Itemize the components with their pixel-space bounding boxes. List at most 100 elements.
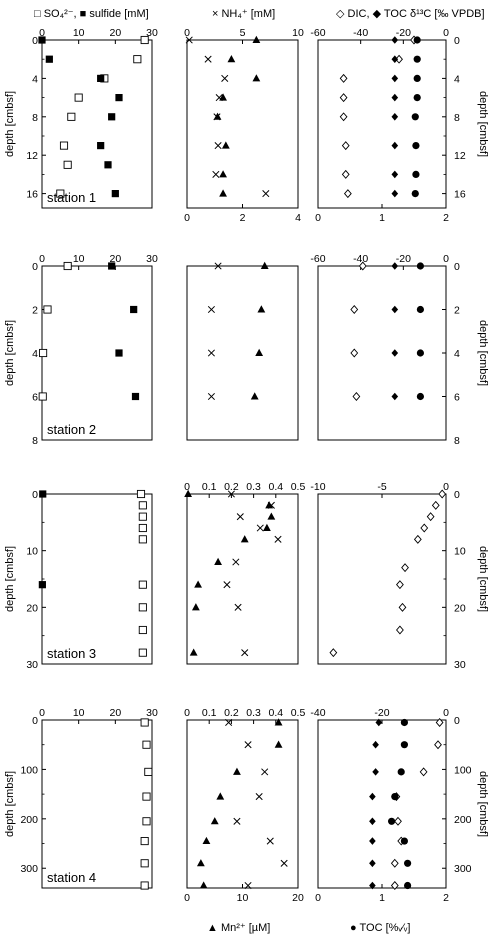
station1-col3-toc-point bbox=[412, 170, 420, 178]
station1-col1-sulfide-point bbox=[108, 113, 116, 121]
station1-col3-toc-point bbox=[413, 55, 421, 63]
station4-col1-frame bbox=[41, 719, 153, 889]
station3-col2-ammonium-point bbox=[256, 524, 264, 532]
station3-col1-sulfate-point bbox=[138, 523, 147, 533]
station3-col3-top-tick-label: -10 bbox=[310, 481, 325, 493]
station2-col1-frame bbox=[41, 265, 153, 441]
station4-col1-y-tick-label: 100 bbox=[20, 764, 38, 776]
station4-col3-dic-point bbox=[390, 881, 399, 891]
station4-col3-toc-point bbox=[400, 718, 408, 727]
station2-label: station 2 bbox=[47, 422, 96, 437]
station3-col1-sulfate-point bbox=[138, 501, 147, 510]
station3-col3-dic-point bbox=[426, 512, 435, 522]
station2-col3-top-tick-label: -20 bbox=[396, 253, 411, 265]
station1-col3-dic-point bbox=[343, 189, 352, 199]
station1-label: station 1 bbox=[47, 190, 96, 205]
station2-col1-y-tick-label: 6 bbox=[32, 392, 38, 404]
station1-col1-sulfide-point bbox=[115, 94, 123, 102]
station3-col1-sulfate-point bbox=[138, 580, 147, 589]
station4-col1-sulfate-point bbox=[140, 859, 149, 868]
station1-col3-toc-d13c-point bbox=[391, 36, 399, 44]
station1-col2-ammonium-point bbox=[221, 74, 229, 82]
station1-col2-ammonium-point bbox=[185, 36, 193, 44]
station2-col1-sulfide-point bbox=[108, 262, 116, 270]
station4-col3-y-tick-label: 300 bbox=[454, 863, 472, 875]
station2-col1-top-tick-label: 30 bbox=[146, 253, 158, 265]
station1-col2-mn-point bbox=[219, 189, 227, 197]
station4-col3-dic-point bbox=[419, 767, 428, 777]
station3-col1-sulfate-point bbox=[138, 603, 147, 612]
station2-col1-top-tick-label: 0 bbox=[39, 253, 45, 265]
station1-col3-bottom-tick-label: 0 bbox=[315, 212, 321, 224]
station4-col1-sulfate-point bbox=[140, 837, 149, 846]
station1-col1-y-tick-label: 12 bbox=[26, 150, 38, 162]
station3-col2-ammonium-point bbox=[274, 535, 282, 543]
station3-col2-ammonium-point bbox=[234, 603, 242, 611]
station1-col1-sulfide-point bbox=[111, 190, 119, 198]
station1-col2-ammonium-point bbox=[214, 142, 222, 150]
station4-col3-top-tick-label: -40 bbox=[310, 707, 325, 719]
station1-col3-toc-d13c-point bbox=[391, 93, 399, 102]
station4-col2-top-tick-label: 0.3 bbox=[246, 707, 261, 719]
station4-col3-toc-d13c-point bbox=[372, 768, 379, 776]
station4-col3-toc-point bbox=[404, 859, 412, 867]
col3-top-legend: ◇ DIC, ◆ TOC δ¹³C [‰ VPDB] bbox=[336, 8, 485, 20]
station4-col2-ammonium-point bbox=[266, 837, 274, 845]
station1-col3-bottom-tick-label: 1 bbox=[379, 212, 385, 224]
station3-col1-sulfate-point bbox=[136, 489, 146, 499]
station3-col1-sulfide-point bbox=[38, 581, 46, 589]
station1-col1-sulfide-point bbox=[38, 36, 46, 44]
station3-col2-ammonium-point bbox=[236, 513, 244, 521]
station1-col3-toc-d13c-point bbox=[391, 113, 399, 121]
station2-col3-y-tick-label: 0 bbox=[454, 261, 460, 273]
station1-col2-mn-point bbox=[219, 93, 227, 101]
station1-col2-mn-point bbox=[213, 112, 222, 120]
station1-col2-mn-point bbox=[221, 141, 230, 149]
station2-col3-toc-point bbox=[416, 262, 424, 270]
station4-col2-mn-point bbox=[216, 792, 225, 800]
station2-col1-y-tick-label: 0 bbox=[32, 261, 38, 273]
station1-col3-frame bbox=[317, 39, 447, 209]
station2-col2-ammonium-point bbox=[207, 305, 215, 314]
station1-col2-bottom-tick-label: 4 bbox=[295, 212, 301, 224]
station4-col2-ammonium-point bbox=[261, 768, 269, 776]
station4-col1-y-tick-label: 0 bbox=[32, 715, 38, 727]
station3-ylabel-right: depth [cmbsf] bbox=[477, 546, 489, 612]
station3-col3-y-tick-label: 30 bbox=[454, 659, 466, 671]
station4-col1-top-tick-label: 10 bbox=[73, 707, 85, 719]
station1-col1-sulfate-point bbox=[67, 112, 76, 121]
col1-top-legend: □ SO₄²⁻, ■ sulfide [mM] bbox=[34, 8, 149, 20]
station1-col2-ammonium-point bbox=[212, 170, 220, 178]
station1-col3-toc-point bbox=[412, 142, 420, 150]
station4-label: station 4 bbox=[47, 870, 96, 885]
station2-col3-toc-d13c-point bbox=[391, 305, 399, 314]
station1-col1-top-tick-label: 30 bbox=[146, 27, 158, 39]
station3-col3-top-tick-label: 0 bbox=[443, 481, 449, 493]
station2-col1-y-tick-label: 2 bbox=[32, 305, 38, 317]
station2-col3-y-tick-label: 6 bbox=[454, 392, 460, 404]
station1-col3-toc-d13c-point bbox=[391, 141, 399, 150]
station4-col2-mn-point bbox=[210, 817, 219, 825]
station3-col3-dic-point bbox=[398, 602, 407, 612]
station4-col2-bottom-tick-label: 10 bbox=[237, 892, 249, 904]
station3-col3-dic-point bbox=[401, 563, 409, 573]
station4-col1-top-tick-label: 30 bbox=[146, 707, 158, 719]
station1-col2-frame bbox=[186, 39, 299, 209]
station3-col3-y-tick-label: 20 bbox=[454, 602, 466, 614]
station2-col3-frame bbox=[317, 265, 447, 441]
station1-col1-sulfide-point bbox=[104, 161, 112, 169]
station1-col1-top-tick-label: 0 bbox=[39, 27, 45, 39]
station4-col3-frame bbox=[317, 719, 447, 889]
station3-col3-dic-point bbox=[396, 580, 404, 590]
station3-col3-y-tick-label: 0 bbox=[454, 489, 460, 501]
station4-col2-mn-point bbox=[233, 767, 241, 775]
station4-col1-y-tick-label: 200 bbox=[20, 814, 38, 826]
station1-col2-ammonium-point bbox=[204, 55, 212, 63]
station4-col3-y-tick-label: 100 bbox=[454, 764, 472, 776]
station1-col3-toc-d13c-point bbox=[391, 189, 399, 198]
station4-col3-toc-d13c-point bbox=[369, 817, 376, 826]
station2-col3-toc-d13c-point bbox=[391, 392, 399, 401]
station2-col3-dic-point bbox=[350, 348, 359, 358]
station1-col2-mn-point bbox=[252, 74, 261, 82]
